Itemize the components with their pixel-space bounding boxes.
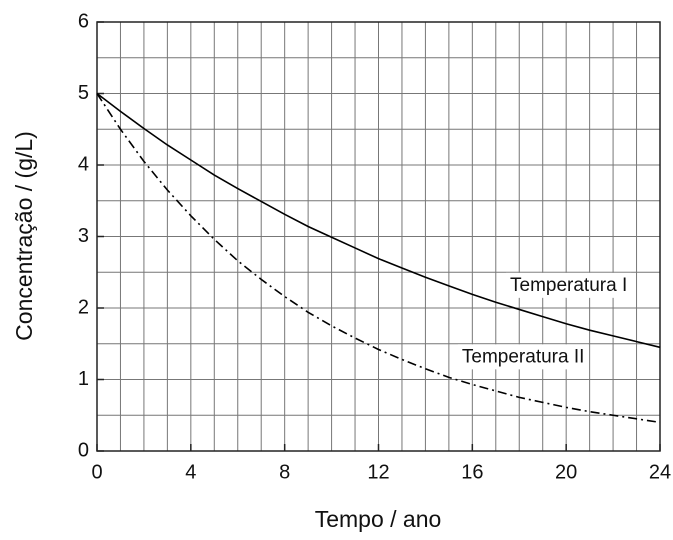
y-axis-label: Concentração / (g/L)	[11, 131, 37, 341]
x-tick-label: 16	[461, 461, 483, 483]
series-line	[96, 92, 661, 349]
x-tick-label: 20	[555, 461, 577, 483]
y-tick-label: 5	[78, 82, 89, 104]
series-label-bg	[457, 344, 589, 370]
y-tick-label: 6	[78, 10, 89, 32]
x-tick-label: 8	[279, 461, 290, 483]
x-tick-label: 12	[367, 461, 389, 483]
y-tick-label: 3	[78, 225, 89, 247]
x-tick-label: 0	[91, 461, 102, 483]
series-line	[96, 93, 661, 424]
series-label-bg	[506, 272, 632, 298]
y-tick-label: 0	[78, 439, 89, 461]
y-tick-label: 2	[78, 296, 89, 318]
y-tick-label: 1	[78, 368, 89, 390]
x-tick-label: 24	[649, 461, 671, 483]
x-tick-label: 4	[185, 461, 196, 483]
x-axis-label: Tempo / ano	[315, 506, 442, 532]
y-tick-label: 4	[78, 153, 89, 175]
series-label: Temperatura II	[462, 346, 584, 367]
series-label: Temperatura I	[510, 275, 627, 296]
